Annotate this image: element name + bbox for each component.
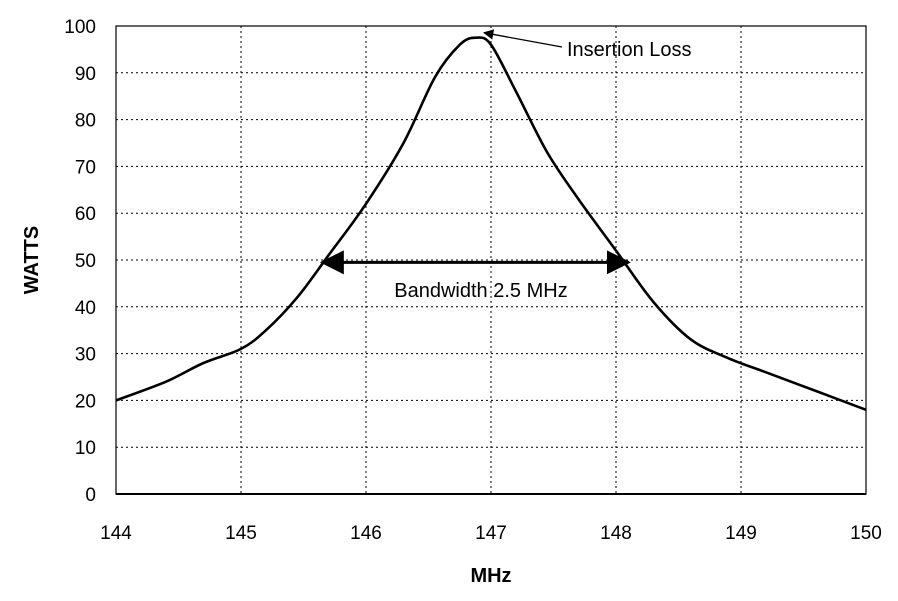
y-tick-label: 0 [85,485,96,506]
y-axis-title: WATTS [21,226,43,295]
y-tick-label: 10 [75,438,96,459]
y-tick-label: 60 [75,204,96,225]
x-tick-label: 144 [100,523,132,544]
x-tick-label: 149 [725,523,757,544]
x-tick-label: 148 [600,523,632,544]
y-tick-label: 50 [75,251,96,272]
x-tick-labels: 144 145 146 147 148 149 150 [100,523,882,544]
y-tick-label: 40 [75,298,96,319]
y-tick-label: 80 [75,111,96,132]
bandwidth-label: Bandwidth 2.5 MHz [394,280,567,302]
insertion-loss-label: Insertion Loss [567,39,692,61]
x-tick-label: 150 [850,523,882,544]
y-tick-label: 20 [75,391,96,412]
y-tick-label: 90 [75,64,96,85]
insertion-loss-pointer [482,29,563,48]
x-axis-title: MHz [470,565,511,587]
y-tick-label: 100 [64,17,96,38]
y-tick-label: 70 [75,157,96,178]
x-tick-label: 145 [225,523,257,544]
grid-lines [116,26,866,494]
power-curve [115,36,867,412]
x-tick-label: 147 [475,523,507,544]
x-tick-label: 146 [350,523,382,544]
y-tick-labels: 0 10 20 30 40 50 60 70 80 90 100 [64,17,96,506]
y-tick-label: 30 [75,345,96,366]
